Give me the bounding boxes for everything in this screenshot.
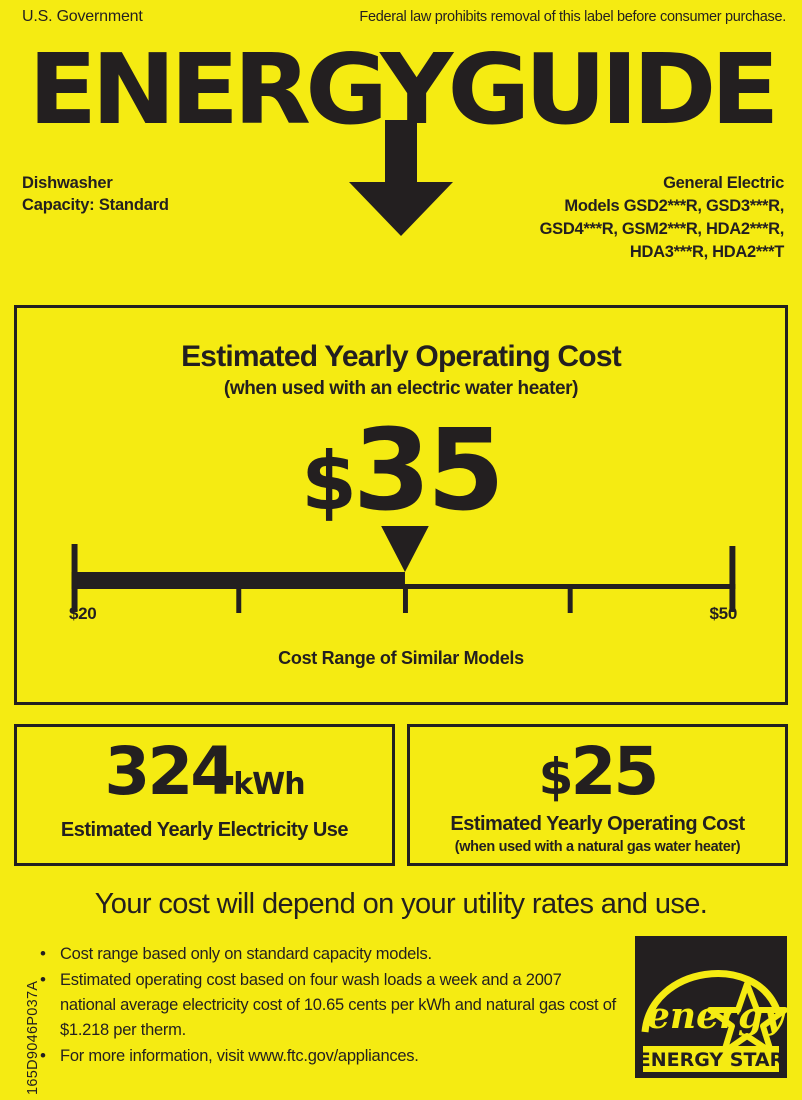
footnote-item: • For more information, visit www.ftc.go… [38, 1044, 616, 1069]
down-arrow-icon [349, 120, 453, 236]
scale-right-endcap [729, 546, 736, 612]
scale-high-label: $50 [709, 604, 738, 623]
manufacturer-name: General Electric [663, 174, 784, 192]
electricity-label: Estimated Yearly Electricity Use [60, 819, 349, 841]
electricity-unit: kWh [233, 767, 305, 802]
model-numbers-line-2: GSD4***R, GSM2***R, HDA2***R, [539, 220, 785, 238]
footnote-text: Cost range based only on standard capaci… [60, 945, 432, 963]
energy-star-arc [641, 970, 781, 1033]
scale-tick-3 [567, 586, 573, 613]
federal-law-notice: Federal law prohibits removal of this la… [359, 9, 786, 25]
footnote-item: • Estimated operating cost based on four… [38, 968, 616, 1043]
cost-amount: $35 [17, 415, 785, 559]
electricity-value-group: 324kWh [17, 737, 392, 824]
energy-script-text: energy [647, 995, 786, 1037]
brand-info: General Electric Models GSD2***R, GSD3**… [539, 172, 785, 264]
cost-box-title: Estimated Yearly Operating Cost [181, 340, 622, 373]
us-government-text: U.S. Government [22, 8, 143, 25]
gas-operating-cost-box: $25 Estimated Yearly Operating Cost (whe… [407, 724, 788, 866]
gas-label: Estimated Yearly Operating Cost [450, 813, 745, 835]
cost-marker-triangle [381, 526, 429, 572]
gas-value: 25 [570, 733, 659, 810]
footnotes-list: • Cost range based only on standard capa… [38, 942, 616, 1070]
bullet-icon: • [40, 944, 46, 963]
footnote-text: Estimated operating cost based on four w… [60, 971, 616, 1039]
energy-star-logo: energy ENERGY STAR [635, 936, 787, 1078]
scale-low-label: $20 [69, 604, 97, 623]
cost-range-caption: Cost Range of Similar Models [278, 648, 524, 668]
cost-amount-value: 35 [352, 406, 505, 536]
product-info: Dishwasher Capacity: Standard [22, 172, 169, 216]
catalog-number: 165D9046P037A [25, 980, 41, 1095]
model-numbers-line-3: HDA3***R, HDA2***T [629, 243, 784, 261]
estimated-operating-cost-box: Estimated Yearly Operating Cost (when us… [14, 305, 788, 705]
gas-sublabel: (when used with a natural gas water heat… [454, 839, 741, 855]
scale-tick-2 [402, 586, 408, 613]
scale-filled-bar [71, 572, 405, 589]
product-capacity: Capacity: Standard [22, 196, 169, 214]
secondary-boxes: 324kWh Estimated Yearly Electricity Use … [14, 724, 788, 866]
energy-star-bar [643, 1046, 779, 1072]
energy-star-wordmark: ENERGY STAR [638, 1049, 785, 1071]
product-type: Dishwasher [22, 174, 113, 192]
bullet-icon: • [40, 970, 46, 989]
top-legal-row: U.S. Government Federal law prohibits re… [22, 8, 786, 26]
footnote-item: • Cost range based only on standard capa… [38, 942, 616, 967]
star-icon [707, 981, 787, 1055]
scale-tick-1 [236, 586, 242, 613]
model-numbers-line-1: Models GSD2***R, GSD3***R, [564, 197, 784, 215]
electricity-value: 324 [104, 733, 236, 810]
gas-currency-symbol: $ [538, 748, 574, 806]
gas-value-group: $25 [410, 737, 785, 824]
footnote-text: For more information, visit www.ftc.gov/… [60, 1047, 419, 1065]
utility-rates-tagline: Your cost will depend on your utility ra… [94, 888, 708, 920]
scale-left-endcap [71, 544, 78, 612]
cost-range-scale [71, 526, 736, 613]
cost-box-subtitle: (when used with an electric water heater… [223, 378, 579, 399]
bullet-icon: • [40, 1046, 46, 1065]
cost-currency-symbol: $ [301, 435, 357, 528]
electricity-use-box: 324kWh Estimated Yearly Electricity Use [14, 724, 395, 866]
